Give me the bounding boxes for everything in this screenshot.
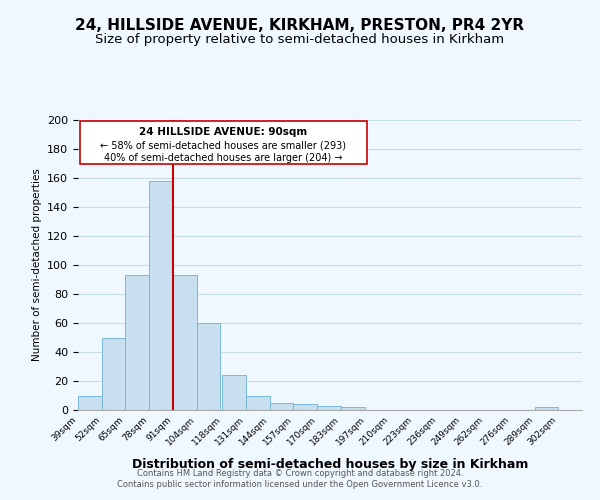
Text: 24, HILLSIDE AVENUE, KIRKHAM, PRESTON, PR4 2YR: 24, HILLSIDE AVENUE, KIRKHAM, PRESTON, P… [76,18,524,32]
Bar [270,403,293,410]
Bar [317,406,341,410]
Bar [125,275,149,410]
Bar [246,396,270,410]
Bar [222,375,246,410]
Bar [149,181,173,410]
Bar [535,407,558,410]
Text: Contains HM Land Registry data © Crown copyright and database right 2024.: Contains HM Land Registry data © Crown c… [137,468,463,477]
Text: ← 58% of semi-detached houses are smaller (293): ← 58% of semi-detached houses are smalle… [100,140,346,150]
Bar [293,404,317,410]
FancyBboxPatch shape [80,122,367,164]
Bar [197,323,220,410]
X-axis label: Distribution of semi-detached houses by size in Kirkham: Distribution of semi-detached houses by … [132,458,528,471]
Bar [102,338,125,410]
Text: 24 HILLSIDE AVENUE: 90sqm: 24 HILLSIDE AVENUE: 90sqm [139,127,307,137]
Y-axis label: Number of semi-detached properties: Number of semi-detached properties [32,168,41,362]
Text: 40% of semi-detached houses are larger (204) →: 40% of semi-detached houses are larger (… [104,154,343,164]
Text: Size of property relative to semi-detached houses in Kirkham: Size of property relative to semi-detach… [95,32,505,46]
Bar [341,407,365,410]
Text: Contains public sector information licensed under the Open Government Licence v3: Contains public sector information licen… [118,480,482,489]
Bar [78,396,102,410]
Bar [173,275,197,410]
